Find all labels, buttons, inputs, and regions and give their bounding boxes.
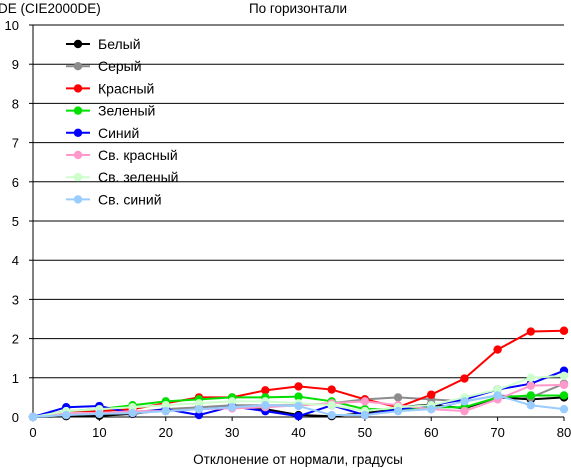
x-tick-label: 30 xyxy=(225,425,239,440)
data-point xyxy=(460,406,469,416)
data-point xyxy=(227,397,237,406)
legend-item: Синий xyxy=(66,125,139,141)
legend-swatch-marker xyxy=(73,39,83,49)
y-tick-label: 10 xyxy=(5,18,19,33)
data-point xyxy=(327,410,336,420)
tick-labels: 0 1 2 3 4 5 6 7 8 9 10 0 10 20 30 40 50 60 70 80 xyxy=(5,18,571,440)
data-point xyxy=(427,390,436,399)
data-point xyxy=(526,373,536,382)
data-point xyxy=(261,386,270,395)
data-point xyxy=(493,345,502,354)
x-tick-label: 80 xyxy=(557,425,571,440)
data-point xyxy=(393,393,403,402)
legend-item: Св. синий xyxy=(66,191,162,207)
x-tick-label: 10 xyxy=(92,425,106,440)
legend-swatch-marker xyxy=(73,61,83,71)
data-point xyxy=(360,397,370,406)
data-point xyxy=(559,404,569,414)
x-tick-label: 0 xyxy=(29,425,36,440)
data-point xyxy=(360,410,370,420)
data-point xyxy=(559,380,569,390)
data-point xyxy=(194,410,204,420)
data-point xyxy=(393,406,403,416)
data-point xyxy=(559,391,569,400)
legend-item: Серый xyxy=(66,58,142,74)
data-point xyxy=(460,397,469,406)
legend-label: Серый xyxy=(98,58,142,74)
x-axis-label: Отклонение от нормали, градусы xyxy=(193,452,403,467)
y-tick-label: 5 xyxy=(12,214,19,229)
y-tick-label: 2 xyxy=(12,332,19,347)
data-point xyxy=(261,401,270,410)
data-point xyxy=(493,391,502,400)
x-tick-label: 20 xyxy=(159,425,173,440)
data-point xyxy=(194,404,204,414)
data-point xyxy=(294,401,303,411)
chart-title: По горизонтали xyxy=(249,1,347,16)
legend-swatch-marker xyxy=(73,128,83,137)
x-tick-label: 40 xyxy=(291,425,305,440)
legend-label: Синий xyxy=(98,125,139,141)
y-tick-label: 6 xyxy=(12,175,19,190)
legend-swatch-marker xyxy=(73,173,83,182)
data-point xyxy=(161,401,170,410)
y-tick-label: 9 xyxy=(12,57,19,72)
data-point xyxy=(161,406,170,416)
data-point xyxy=(493,385,502,394)
y-tick-label: 4 xyxy=(12,253,19,268)
legend-item: Св. зеленый xyxy=(66,169,178,185)
data-point xyxy=(194,399,204,408)
series-7 xyxy=(28,391,569,422)
series-group xyxy=(28,326,569,422)
data-point xyxy=(559,326,569,335)
y-tick-label: 0 xyxy=(12,410,19,425)
data-point xyxy=(294,382,303,391)
legend-label: Белый xyxy=(98,36,141,52)
data-point xyxy=(526,401,536,410)
y-tick-label: 3 xyxy=(12,292,19,307)
data-point xyxy=(294,412,303,421)
data-point xyxy=(327,385,336,394)
data-point xyxy=(61,410,71,420)
y-axis-label: DE (CIE2000DE) xyxy=(0,1,101,16)
data-point xyxy=(526,327,536,336)
y-tick-label: 8 xyxy=(12,96,19,111)
data-point xyxy=(128,403,137,412)
legend-label: Св. зеленый xyxy=(98,169,178,185)
data-point xyxy=(460,374,469,383)
legend-label: Св. синий xyxy=(98,191,162,207)
legend-item: Белый xyxy=(66,36,141,52)
x-tick-label: 60 xyxy=(424,425,438,440)
gridlines xyxy=(33,24,564,379)
data-point xyxy=(526,381,536,390)
legend-label: Св. красный xyxy=(98,147,178,163)
legend-item: Зеленый xyxy=(66,103,155,119)
data-point xyxy=(128,408,137,418)
data-point xyxy=(28,412,38,422)
legend-swatch-marker xyxy=(73,84,83,93)
legend-item: Св. красный xyxy=(66,147,178,163)
legend: Белый Серый Красный Зеленый Синий Св. красный… xyxy=(66,36,178,207)
data-point xyxy=(227,403,237,412)
x-tick-label: 50 xyxy=(358,425,372,440)
data-point xyxy=(559,371,569,381)
legend-swatch-marker xyxy=(73,106,83,115)
data-point xyxy=(427,404,436,414)
data-point xyxy=(526,391,536,400)
data-point xyxy=(327,401,336,410)
data-point xyxy=(95,409,104,419)
legend-label: Красный xyxy=(98,80,154,96)
legend-label: Зеленый xyxy=(98,103,155,119)
data-point xyxy=(294,392,303,401)
y-tick-label: 7 xyxy=(12,136,19,151)
y-tick-label: 1 xyxy=(12,371,19,386)
legend-swatch-marker xyxy=(73,150,83,160)
legend-swatch-marker xyxy=(73,195,83,204)
x-tick-label: 70 xyxy=(490,425,504,440)
legend-item: Красный xyxy=(66,80,154,96)
